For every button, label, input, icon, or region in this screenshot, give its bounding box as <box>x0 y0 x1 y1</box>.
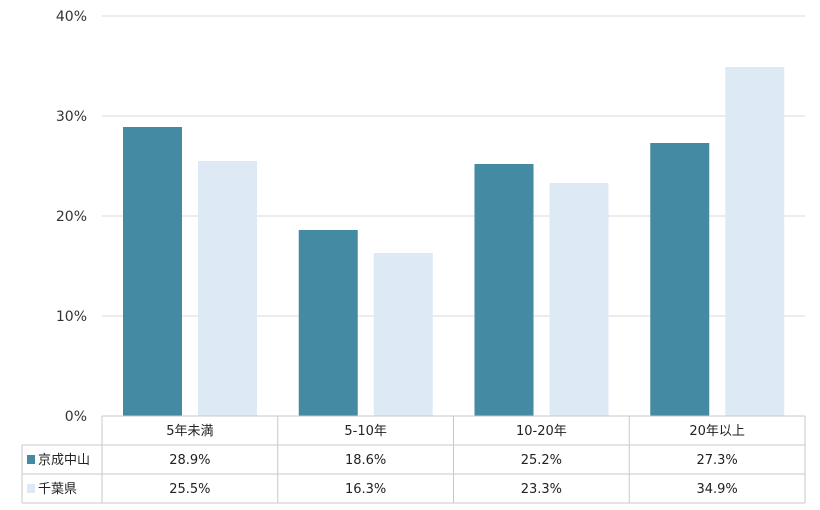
data-label: 23.3% <box>521 482 562 497</box>
data-label: 28.9% <box>169 453 210 468</box>
category-label: 5年未満 <box>166 424 213 439</box>
data-label: 18.6% <box>345 453 386 468</box>
series-name: 京成中山 <box>38 453 90 468</box>
bar-series-1 <box>123 127 182 416</box>
bar-series-1 <box>298 230 358 416</box>
bars <box>123 67 785 416</box>
bar-series-2 <box>725 67 785 416</box>
bar-series-1 <box>474 164 534 416</box>
series-name: 千葉県 <box>38 482 77 497</box>
data-label: 16.3% <box>345 482 386 497</box>
bar-series-2 <box>373 253 433 416</box>
data-label: 27.3% <box>696 453 737 468</box>
category-label: 20年以上 <box>689 424 745 439</box>
y-tick-label: 10% <box>56 309 87 325</box>
category-label: 10-20年 <box>516 424 567 439</box>
y-tick-label: 30% <box>56 109 87 125</box>
legend-swatch <box>27 484 35 493</box>
data-label: 34.9% <box>696 482 737 497</box>
data-label: 25.2% <box>521 453 562 468</box>
bar-series-2 <box>198 161 257 416</box>
legend-swatch <box>27 455 35 464</box>
bar-series-2 <box>549 183 609 416</box>
bar-series-1 <box>650 143 710 416</box>
data-label: 25.5% <box>169 482 210 497</box>
y-axis-ticks: 0% 10% 20% 30% 40% <box>56 9 87 425</box>
y-tick-label: 20% <box>56 209 87 225</box>
category-label: 5-10年 <box>344 424 387 439</box>
y-tick-label: 0% <box>65 409 87 425</box>
y-tick-label: 40% <box>56 9 87 25</box>
